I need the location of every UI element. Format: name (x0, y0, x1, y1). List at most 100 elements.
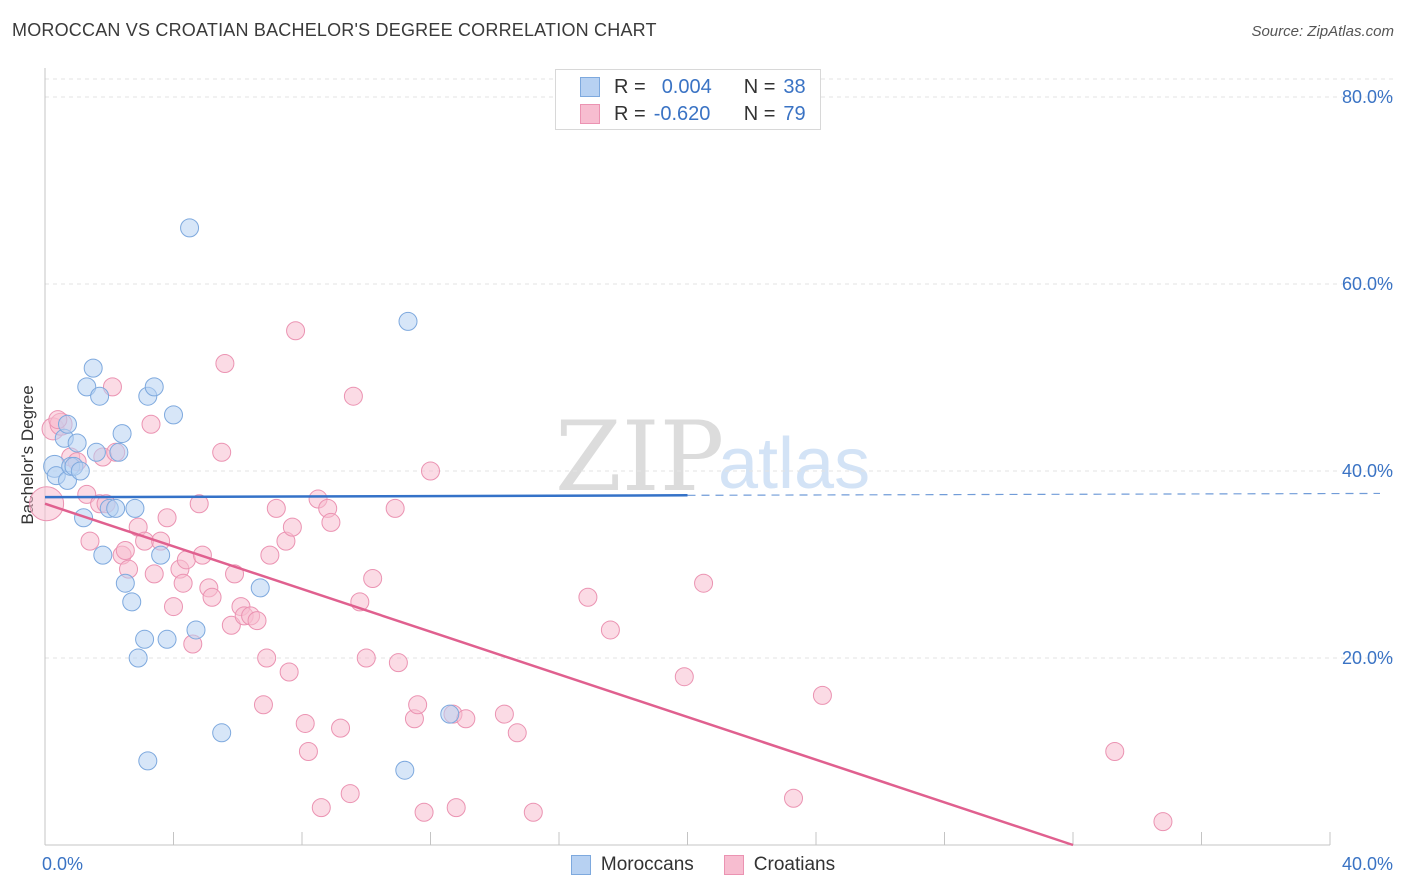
legend-item-croatians[interactable]: Croatians (723, 854, 835, 876)
croatians-point (260, 545, 280, 565)
croatians-point (212, 442, 232, 462)
moroccans-point (398, 311, 418, 331)
croatians-point (446, 798, 466, 818)
moroccans-point (112, 424, 132, 444)
legend-r-value: -0.620 (653, 102, 711, 125)
legend-row-croatians: R = -0.620 N = 79 (556, 100, 806, 128)
correlation-legend: R = 0.004 N = 38 R = -0.620 N = 79 (555, 69, 821, 130)
moroccans-point (125, 498, 145, 518)
y-tick-label: 40.0% (1342, 461, 1393, 481)
moroccans-point (144, 377, 164, 397)
croatians-point (80, 531, 100, 551)
croatians-point (363, 569, 383, 589)
legend-n-label: N = (743, 102, 776, 125)
moroccans-point (135, 629, 155, 649)
series-legend: Moroccans Croatians (0, 852, 1406, 878)
croatians-point (600, 620, 620, 640)
moroccans-point (395, 760, 415, 780)
moroccans-point (186, 620, 206, 640)
croatians-point (388, 653, 408, 673)
croatians-point (421, 461, 440, 481)
croatians-point (311, 798, 331, 818)
moroccans-point (440, 704, 460, 724)
croatians-point (144, 564, 164, 584)
croatians-point (247, 611, 267, 631)
croatians-point (173, 573, 193, 593)
moroccans-point (250, 578, 270, 598)
moroccans-point (67, 433, 87, 453)
moroccans-trend-line (44, 494, 688, 499)
croatians-point (77, 484, 97, 504)
croatians-point (221, 615, 241, 635)
croatians-point (215, 353, 235, 373)
croatians-trend-line (44, 502, 1074, 847)
croatians-point (812, 685, 832, 705)
croatians-point (1153, 812, 1173, 832)
moroccans-point (115, 573, 135, 593)
moroccans-point (164, 405, 183, 425)
croatians-point (102, 377, 122, 397)
croatians-point (257, 648, 277, 668)
croatians-point (164, 597, 183, 617)
croatians-legend-swatch (723, 855, 744, 875)
legend-r-label: R = (614, 102, 646, 125)
croatians-point (157, 508, 177, 528)
croatians-point (331, 718, 351, 738)
source-credit: Source: ZipAtlas.com (1251, 23, 1394, 40)
moroccans-point (70, 461, 90, 481)
croatians-point (694, 573, 714, 593)
moroccans-legend-swatch (570, 855, 591, 875)
moroccans-point (93, 545, 113, 565)
moroccans-point (90, 386, 110, 406)
croatians-point (385, 498, 405, 518)
croatians-point (279, 662, 299, 682)
moroccans-point (138, 751, 158, 771)
croatians-point (408, 695, 428, 715)
moroccans-point (122, 592, 142, 612)
legend-r-label: R = (614, 75, 646, 98)
croatians-swatch (580, 104, 600, 124)
legend-row-moroccans: R = 0.004 N = 38 (556, 73, 806, 101)
croatians-point (295, 713, 315, 733)
y-tick-label: 80.0% (1342, 87, 1393, 107)
legend-r-value: 0.004 (661, 75, 712, 98)
croatians-point (202, 587, 222, 607)
croatians-point (141, 414, 161, 434)
moroccans-points (43, 96, 582, 780)
croatians-points (29, 321, 1173, 832)
y-tick-label: 20.0% (1342, 648, 1393, 668)
croatians-point (189, 494, 209, 514)
legend-n-label: N = (743, 75, 776, 98)
legend-n-value: 79 (783, 102, 806, 125)
axes (44, 68, 1331, 846)
trend-lines (44, 492, 1381, 847)
tick-labels: 20.0% 40.0% 60.0% 80.0% 0.0% 40.0% (42, 87, 1393, 874)
croatians-point (298, 742, 318, 761)
moroccans-point (180, 218, 200, 238)
croatians-point (282, 517, 302, 537)
x-tick-label: 0.0% (42, 854, 83, 874)
croatians-point (115, 540, 135, 560)
moroccans-point (83, 358, 103, 378)
croatians-point (343, 386, 363, 406)
moroccans-point (86, 442, 106, 462)
watermark-atlas: atlas (718, 424, 870, 504)
moroccans-point (157, 629, 177, 649)
legend-item-moroccans[interactable]: Moroccans (570, 854, 694, 876)
chart-title: MOROCCAN VS CROATIAN BACHELOR'S DEGREE C… (12, 20, 657, 40)
croatians-point (266, 498, 286, 518)
croatians-point (578, 587, 598, 607)
croatians-point (321, 512, 341, 532)
croatians-point (674, 667, 694, 687)
croatians-point (340, 784, 360, 804)
moroccans-point (109, 442, 129, 462)
croatians-point (253, 695, 273, 715)
moroccans-point (77, 377, 97, 397)
moroccans-trend-extension (687, 492, 1381, 496)
moroccans-point (212, 723, 232, 743)
x-tick-label: 40.0% (1342, 854, 1393, 874)
croatians-point (523, 802, 543, 822)
y-tick-label: 60.0% (1342, 274, 1393, 294)
moroccans-point (128, 648, 148, 668)
